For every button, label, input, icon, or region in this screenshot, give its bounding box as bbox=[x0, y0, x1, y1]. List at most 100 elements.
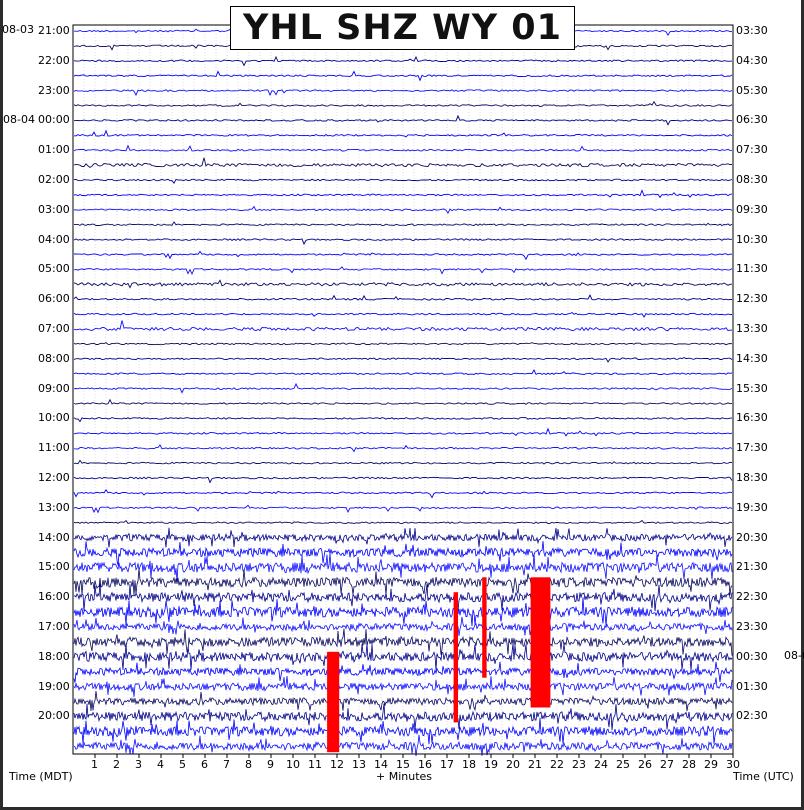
right-time-label: 06:30 bbox=[736, 113, 768, 127]
title-box: YHL SHZ WY 01 bbox=[230, 6, 575, 50]
x-tick-label: 5 bbox=[179, 758, 186, 771]
x-tick-label: 2 bbox=[113, 758, 120, 771]
right-time-label: 14:30 bbox=[736, 351, 768, 365]
frame-left-border bbox=[0, 0, 3, 810]
left-time-label: 17:00 bbox=[38, 620, 70, 633]
trace-row bbox=[73, 55, 733, 67]
left-time-label: 22:00 bbox=[38, 53, 70, 67]
x-tick-label: 12 bbox=[330, 758, 344, 771]
left-time-label: 07:00 bbox=[38, 322, 70, 335]
right-time-label: 20:30 bbox=[736, 530, 768, 544]
x-tick-label: 15 bbox=[396, 758, 410, 771]
tick-layer bbox=[94, 754, 734, 758]
x-tick-label: 7 bbox=[223, 758, 230, 771]
trace-row bbox=[73, 568, 733, 596]
left-time-label: 18:00 bbox=[38, 649, 70, 663]
trace-row bbox=[73, 178, 733, 185]
trace-row bbox=[73, 661, 733, 683]
right-time-label: 17:30 bbox=[736, 441, 768, 455]
trace-row bbox=[73, 70, 733, 82]
trace-row bbox=[73, 583, 733, 612]
x-tick-label: 8 bbox=[245, 758, 252, 771]
x-tick-label: 30 bbox=[726, 758, 740, 771]
trace-row bbox=[73, 717, 733, 745]
trace-row bbox=[73, 250, 733, 261]
trace-row bbox=[73, 294, 733, 302]
trace-row bbox=[73, 675, 733, 697]
left-time-label: 00:00 bbox=[38, 113, 70, 127]
trace-row bbox=[73, 356, 733, 363]
left-time-label: 20:00 bbox=[38, 709, 70, 723]
right-time-label: 16:30 bbox=[736, 411, 768, 425]
right-time-label: 10:30 bbox=[736, 232, 768, 246]
left-time-label: 10:00 bbox=[38, 411, 70, 425]
left-time-label: 06:00 bbox=[38, 292, 70, 306]
x-axis-label-right: Time (UTC) bbox=[733, 770, 794, 783]
trace-row bbox=[73, 427, 733, 437]
x-tick-label: 19 bbox=[484, 758, 498, 771]
trace-row bbox=[73, 541, 733, 566]
right-time-label: 02:30 bbox=[736, 709, 768, 723]
left-time-label: 15:00 bbox=[38, 560, 70, 574]
right-time-label: 18:30 bbox=[736, 471, 768, 484]
x-tick-label: 3 bbox=[135, 758, 142, 771]
saturated-segment bbox=[482, 577, 487, 678]
trace-row bbox=[73, 89, 733, 97]
chart-title: YHL SHZ WY 01 bbox=[242, 8, 563, 48]
right-time-label: 11:30 bbox=[736, 262, 768, 276]
trace-row bbox=[73, 369, 733, 376]
trace-row bbox=[73, 459, 733, 465]
left-time-label: 04:00 bbox=[38, 232, 70, 246]
left-time-label: 19:00 bbox=[38, 679, 70, 693]
x-tick-label: 6 bbox=[201, 758, 208, 771]
left-time-label: 01:00 bbox=[38, 143, 70, 157]
trace-row bbox=[73, 417, 733, 423]
trace-row bbox=[73, 628, 733, 656]
trace-row bbox=[73, 734, 733, 757]
trace-row bbox=[73, 266, 733, 276]
trace-row bbox=[73, 519, 733, 525]
trace-row bbox=[73, 691, 733, 712]
trace-row bbox=[73, 320, 733, 332]
x-tick-label: 13 bbox=[352, 758, 366, 771]
trace-row bbox=[73, 189, 733, 199]
trace-row bbox=[73, 114, 732, 126]
left-date-label: 08-04 bbox=[3, 113, 35, 127]
trace-row bbox=[73, 238, 733, 246]
x-tick-label: 22 bbox=[550, 758, 564, 771]
x-tick-label: 9 bbox=[267, 758, 274, 771]
trace-row bbox=[73, 488, 733, 499]
right-date-change-label: 08-0 bbox=[784, 649, 804, 662]
right-time-label: 13:30 bbox=[736, 322, 768, 335]
trace-row bbox=[73, 703, 733, 731]
left-time-label: 23:00 bbox=[38, 83, 70, 97]
right-time-label: 12:30 bbox=[736, 292, 768, 306]
right-time-label: 23:30 bbox=[736, 620, 768, 633]
right-time-label: 21:30 bbox=[736, 560, 768, 574]
trace-row bbox=[73, 643, 733, 671]
trace-row bbox=[73, 205, 733, 214]
x-tick-label: 26 bbox=[638, 758, 652, 771]
trace-row bbox=[73, 311, 732, 318]
right-time-label: 19:30 bbox=[736, 500, 768, 514]
right-time-label: 04:30 bbox=[736, 53, 768, 67]
right-time-label: 01:30 bbox=[736, 679, 768, 693]
trace-row bbox=[73, 444, 733, 453]
x-axis-label-left: Time (MDT) bbox=[9, 770, 73, 783]
left-time-label: 14:00 bbox=[38, 530, 70, 544]
right-time-label: 07:30 bbox=[736, 143, 768, 157]
x-tick-label: 21 bbox=[528, 758, 542, 771]
x-tick-label: 28 bbox=[682, 758, 696, 771]
right-time-label: 05:30 bbox=[736, 83, 768, 97]
trace-row bbox=[73, 504, 733, 514]
x-tick-label: 11 bbox=[308, 758, 322, 771]
trace-row bbox=[73, 279, 733, 289]
right-time-label: 00:30 bbox=[736, 649, 768, 663]
right-time-label: 03:30 bbox=[736, 24, 768, 37]
x-tick-label: 10 bbox=[286, 758, 300, 771]
left-time-label: 16:00 bbox=[38, 590, 70, 604]
left-time-label: 12:00 bbox=[38, 471, 70, 484]
saturated-segment bbox=[327, 651, 340, 753]
